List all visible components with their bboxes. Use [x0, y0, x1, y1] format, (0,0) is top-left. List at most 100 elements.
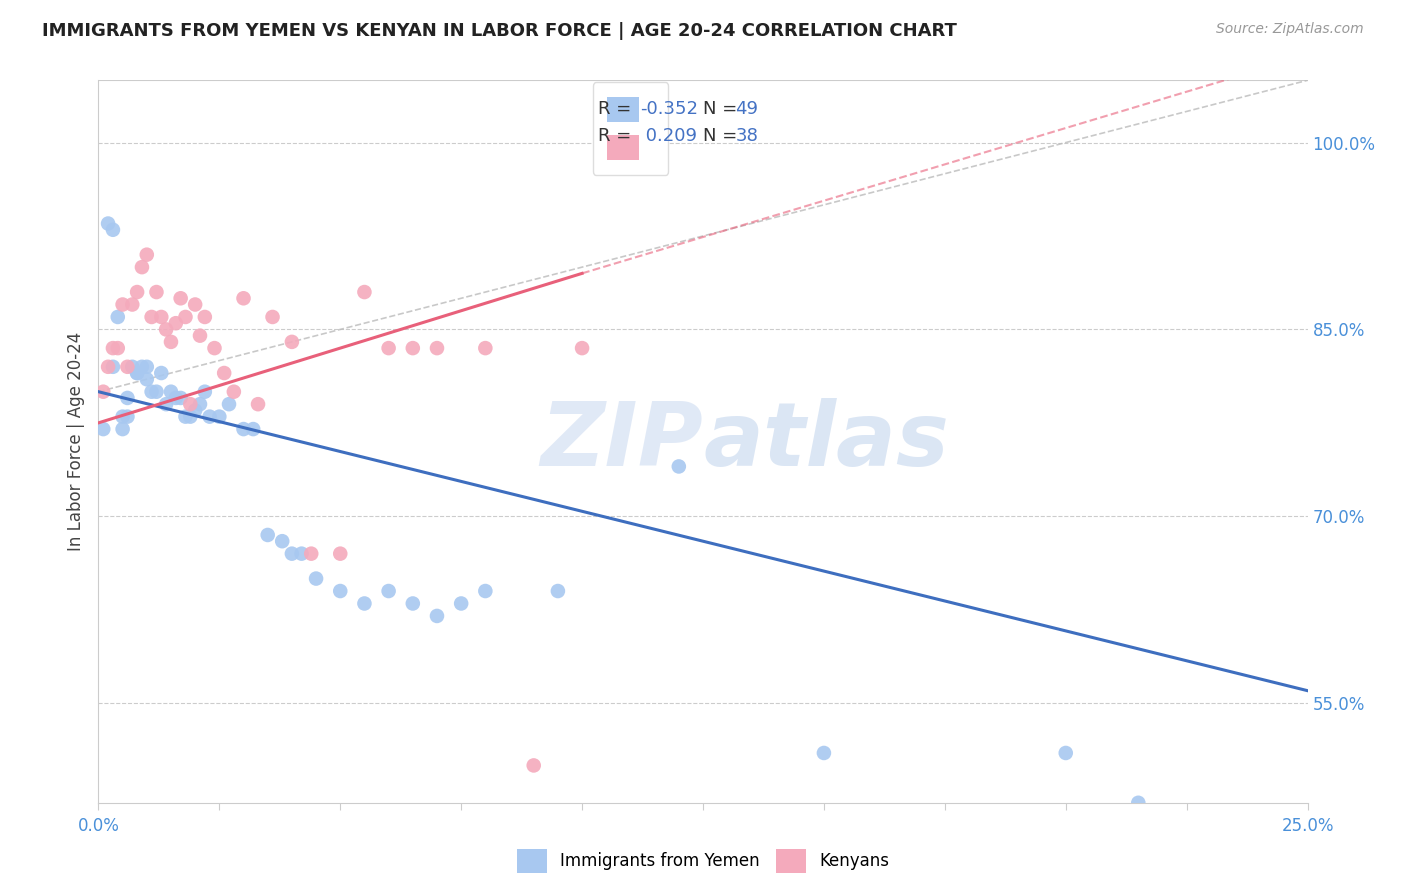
Point: [135, 372, 157, 386]
Point: [160, 384, 183, 399]
Point: [174, 409, 197, 424]
Point: [474, 584, 496, 599]
Text: 49: 49: [735, 100, 758, 118]
Point: [450, 597, 472, 611]
Point: [184, 297, 207, 311]
Point: [353, 285, 375, 299]
Point: [204, 341, 226, 355]
Point: [547, 584, 569, 599]
Point: [179, 397, 201, 411]
Point: [127, 366, 149, 380]
Point: [474, 341, 496, 355]
Point: [353, 597, 375, 611]
Point: [91, 384, 114, 399]
Point: [135, 248, 157, 262]
Point: [179, 409, 201, 424]
Point: [107, 341, 129, 355]
Text: R =: R =: [598, 100, 637, 118]
Point: [141, 310, 163, 324]
Legend: , : ,: [592, 82, 668, 175]
Point: [194, 310, 217, 324]
Point: [155, 322, 177, 336]
Point: [208, 409, 231, 424]
Point: [222, 384, 245, 399]
Point: [174, 310, 197, 324]
Point: [131, 260, 153, 274]
Point: [426, 609, 449, 624]
Point: [329, 584, 352, 599]
Point: [150, 310, 173, 324]
Point: [127, 285, 149, 299]
Point: [813, 746, 835, 760]
Point: [281, 547, 304, 561]
Point: [281, 334, 304, 349]
Point: [1128, 796, 1150, 810]
Text: -0.352: -0.352: [640, 100, 697, 118]
Point: [523, 758, 546, 772]
Point: [426, 341, 449, 355]
Legend: Immigrants from Yemen, Kenyans: Immigrants from Yemen, Kenyans: [510, 842, 896, 880]
Point: [160, 334, 183, 349]
Text: atlas: atlas: [703, 398, 949, 485]
Point: [256, 528, 278, 542]
Text: 38: 38: [735, 127, 758, 145]
Point: [111, 409, 134, 424]
Point: [242, 422, 264, 436]
Point: [377, 341, 399, 355]
Point: [271, 534, 294, 549]
Text: ZIP: ZIP: [540, 398, 703, 485]
Point: [101, 223, 124, 237]
Point: [169, 391, 191, 405]
Point: [155, 397, 177, 411]
Point: [135, 359, 157, 374]
Point: [232, 291, 254, 305]
Point: [329, 547, 352, 561]
Point: [145, 384, 167, 399]
Text: R =: R =: [598, 127, 637, 145]
Point: [668, 459, 690, 474]
Text: N =: N =: [703, 127, 742, 145]
Text: N =: N =: [703, 100, 742, 118]
Point: [290, 547, 312, 561]
Point: [131, 359, 153, 374]
Text: IMMIGRANTS FROM YEMEN VS KENYAN IN LABOR FORCE | AGE 20-24 CORRELATION CHART: IMMIGRANTS FROM YEMEN VS KENYAN IN LABOR…: [42, 22, 957, 40]
Point: [141, 384, 163, 399]
Point: [247, 397, 270, 411]
Point: [117, 391, 139, 405]
Point: [145, 285, 167, 299]
Point: [117, 409, 139, 424]
Point: [165, 316, 187, 330]
Point: [194, 384, 217, 399]
Point: [121, 297, 143, 311]
Point: [127, 366, 149, 380]
Point: [188, 328, 211, 343]
Point: [97, 217, 120, 231]
Point: [121, 359, 143, 374]
Point: [232, 422, 254, 436]
Point: [117, 359, 139, 374]
Point: [377, 584, 399, 599]
Point: [101, 341, 124, 355]
Point: [299, 547, 322, 561]
Point: [212, 366, 235, 380]
Point: [1054, 746, 1077, 760]
Point: [188, 397, 211, 411]
Point: [111, 297, 134, 311]
Text: 0.209: 0.209: [640, 127, 697, 145]
Point: [150, 366, 173, 380]
Point: [571, 341, 593, 355]
Point: [402, 341, 425, 355]
Y-axis label: In Labor Force | Age 20-24: In Labor Force | Age 20-24: [66, 332, 84, 551]
Point: [91, 422, 114, 436]
Point: [97, 359, 120, 374]
Point: [218, 397, 240, 411]
Point: [169, 291, 191, 305]
Point: [402, 597, 425, 611]
Text: Source: ZipAtlas.com: Source: ZipAtlas.com: [1216, 22, 1364, 37]
Point: [262, 310, 284, 324]
Point: [101, 359, 124, 374]
Point: [184, 403, 207, 417]
Point: [305, 572, 328, 586]
Point: [107, 310, 129, 324]
Point: [165, 391, 187, 405]
